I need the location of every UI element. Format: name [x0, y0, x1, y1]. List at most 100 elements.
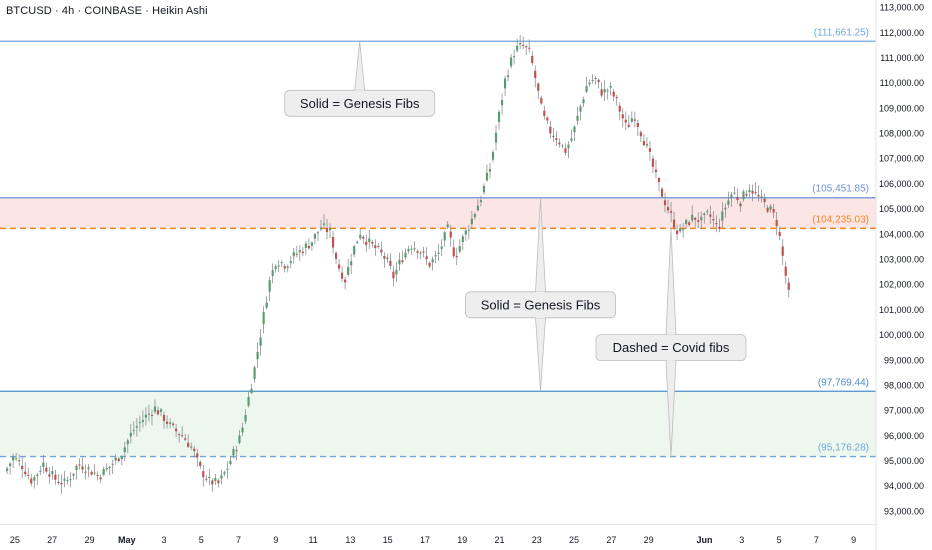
candle-body — [449, 231, 452, 238]
candle-body — [126, 440, 129, 445]
callout-0[interactable]: Solid = Genesis Fibs — [284, 41, 436, 117]
candle — [15, 452, 18, 462]
candle-body — [374, 245, 377, 249]
candle — [374, 239, 377, 256]
candle — [748, 184, 751, 198]
callout-2[interactable]: Dashed = Covid fibs — [595, 228, 747, 457]
fib-levels[interactable]: (111,661.25) (105,451.85) (104,235.03) (97,… — [0, 27, 876, 458]
time-axis[interactable]: 25 27 29 May 3 5 7 9 11 13 15 17 19 21 23 25 27 29 Jun 3 5 7 9 — [0, 524, 876, 546]
candle-body — [718, 226, 721, 229]
candle — [181, 426, 184, 438]
candle-body — [461, 236, 464, 242]
candle — [676, 224, 679, 240]
candle-body — [331, 237, 335, 248]
candle-body — [609, 85, 612, 88]
candle-body — [392, 271, 395, 279]
candle-body — [669, 211, 673, 213]
candle-body — [259, 337, 262, 346]
candle — [464, 227, 467, 241]
candle — [259, 329, 262, 356]
candle — [567, 141, 570, 159]
candle — [491, 149, 495, 163]
time-tick-label: 17 — [420, 535, 430, 545]
candle — [307, 238, 310, 250]
candle — [341, 266, 344, 282]
candle — [298, 245, 301, 261]
candle — [510, 53, 513, 69]
candle — [772, 203, 775, 219]
candle-body — [422, 251, 425, 253]
candle — [21, 456, 24, 479]
candle-body — [211, 480, 214, 485]
candle-body — [328, 227, 332, 231]
candle — [286, 264, 289, 273]
candle-body — [603, 89, 606, 93]
candle — [96, 471, 99, 481]
candle — [443, 230, 446, 247]
callout-seam — [536, 316, 545, 319]
candle-body — [250, 388, 253, 393]
candle-body — [99, 477, 102, 480]
candle-body — [742, 191, 745, 200]
candle — [319, 219, 323, 232]
price-tick-label: 106,000.00 — [879, 179, 924, 189]
candle-body — [132, 429, 135, 431]
candle — [660, 186, 664, 198]
candle-body — [612, 91, 615, 97]
candle — [42, 454, 45, 474]
candle — [162, 411, 166, 429]
candle — [401, 250, 404, 265]
candle-body — [727, 200, 730, 205]
candle — [156, 406, 160, 416]
candle-body — [404, 252, 407, 258]
candle-body — [748, 189, 751, 192]
candle-body — [654, 169, 658, 173]
candle — [570, 129, 573, 143]
candle — [175, 424, 178, 437]
candle-body — [525, 46, 528, 48]
callouts[interactable]: Solid = Genesis Fibs Solid = Genesis Fibs… — [284, 41, 747, 457]
price-tick-label: 113,000.00 — [880, 3, 924, 13]
candle-body — [657, 178, 661, 183]
price-tick-label: 100,000.00 — [879, 330, 924, 340]
candle — [117, 456, 120, 463]
candle — [506, 69, 510, 82]
candle-body — [431, 259, 434, 263]
candle — [419, 250, 422, 259]
candle-body — [262, 312, 265, 325]
candle — [552, 128, 555, 142]
candle — [377, 243, 380, 249]
candle-body — [473, 214, 476, 218]
time-tick-label: May — [118, 535, 136, 545]
candle-body — [585, 86, 588, 92]
candle — [727, 191, 730, 208]
candle — [72, 472, 75, 480]
candle-body — [407, 248, 410, 252]
candle-body — [153, 406, 157, 412]
candle — [597, 78, 600, 89]
candle-body — [663, 200, 667, 206]
time-tick-label: 23 — [532, 535, 542, 545]
callout-1[interactable]: Solid = Genesis Fibs — [465, 197, 616, 391]
candle — [609, 81, 612, 96]
candle-body — [24, 471, 27, 475]
candle-body — [265, 302, 268, 308]
candle — [262, 306, 265, 334]
candle-body — [93, 472, 96, 474]
candle-body — [322, 223, 326, 225]
price-axis[interactable]: 93,000.00 94,000.00 95,000.00 96,000.00 97,0… — [875, 0, 924, 550]
candle — [350, 253, 353, 274]
candle-body — [9, 463, 12, 466]
candle-body — [337, 264, 341, 269]
candle-body — [90, 471, 93, 475]
candle — [138, 415, 141, 432]
candle — [271, 263, 274, 284]
candle-body — [205, 478, 208, 480]
candle — [208, 468, 211, 486]
candle-body — [540, 97, 543, 104]
candle-body — [241, 427, 244, 433]
time-tick-label: 21 — [494, 535, 504, 545]
candle-body — [316, 232, 320, 234]
